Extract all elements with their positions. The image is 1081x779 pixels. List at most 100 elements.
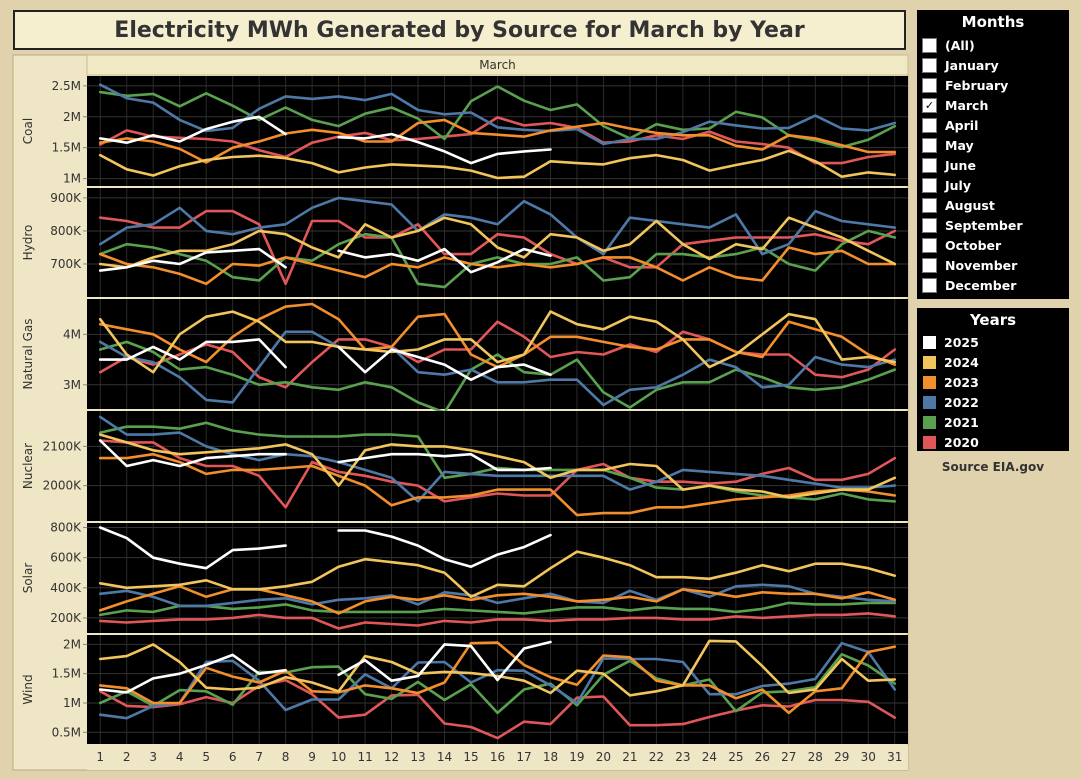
year-color-swatch: [923, 395, 936, 409]
x-tick-label: 29: [834, 750, 849, 764]
series-line-2025: [337, 452, 552, 472]
month-filter-item[interactable]: July: [917, 175, 1069, 195]
y-tick-label: 700K: [50, 257, 82, 271]
series-line-2021: [98, 85, 897, 149]
y-tick-label: 800K: [50, 224, 82, 238]
y-tick-label: 1M: [63, 172, 81, 186]
month-label: (All): [945, 37, 975, 53]
month-filter-item[interactable]: October: [917, 235, 1069, 255]
y-tick-label: 1M: [63, 696, 81, 710]
series-line-2021: [98, 421, 897, 503]
year-legend-item[interactable]: 2024: [917, 352, 1069, 372]
year-legend-item[interactable]: 2023: [917, 372, 1069, 392]
x-tick-label: 25: [728, 750, 743, 764]
series-line-2025: [98, 338, 287, 369]
series-line-2020: [98, 612, 897, 630]
y-tick-label: 600K: [50, 551, 82, 565]
x-tick-label: 12: [384, 750, 399, 764]
month-filter-item[interactable]: (All): [917, 35, 1069, 55]
x-tick-label: 7: [255, 750, 263, 764]
panel-row-label: Coal: [21, 118, 35, 144]
series-line-2024: [98, 550, 897, 599]
series-line-2022: [98, 415, 897, 503]
month-checkbox[interactable]: [922, 217, 937, 233]
month-filter-item[interactable]: May: [917, 135, 1069, 155]
month-checkbox[interactable]: [922, 77, 937, 93]
x-tick-label: 6: [229, 750, 237, 764]
column-header-band: [86, 54, 909, 76]
month-label: June: [945, 157, 976, 173]
series-line-2021: [98, 601, 897, 617]
month-checkbox[interactable]: [922, 237, 937, 253]
series-line-2022: [98, 196, 897, 256]
month-checkbox[interactable]: [922, 157, 937, 173]
years-legend-title: Years: [969, 311, 1017, 329]
series-line-2020: [98, 116, 897, 165]
y-tick-label: 200K: [50, 611, 82, 625]
month-filter-item[interactable]: December: [917, 275, 1069, 295]
series-line-2024: [98, 433, 897, 499]
x-tick-label: 23: [675, 750, 690, 764]
month-checkbox[interactable]: [922, 277, 937, 293]
x-tick-label: 30: [861, 750, 876, 764]
y-tick-label: 2M: [63, 637, 81, 651]
month-label: November: [945, 257, 1018, 273]
series-line-2023: [98, 246, 897, 286]
year-legend-item[interactable]: 2025: [917, 332, 1069, 352]
month-filter-item[interactable]: November: [917, 255, 1069, 275]
series-line-2024: [98, 639, 897, 697]
month-checkbox[interactable]: [922, 197, 937, 213]
x-tick-label: 14: [437, 750, 452, 764]
month-checkbox[interactable]: [922, 117, 937, 133]
month-checkbox[interactable]: [922, 57, 937, 73]
year-legend-item[interactable]: 2020: [917, 432, 1069, 452]
year-legend-item[interactable]: 2022: [917, 392, 1069, 412]
series-line-2021: [98, 652, 897, 715]
month-checkbox[interactable]: [922, 257, 937, 273]
x-tick-label: 10: [331, 750, 346, 764]
year-label: 2025: [944, 334, 979, 350]
month-checkbox[interactable]: [922, 37, 937, 53]
panel-row-label: Hydro: [21, 225, 35, 261]
month-checkbox[interactable]: [922, 137, 937, 153]
month-label: December: [945, 277, 1017, 293]
month-filter-item[interactable]: February: [917, 75, 1069, 95]
series-line-2024: [98, 216, 897, 269]
series-line-2025: [337, 640, 552, 683]
year-label: 2023: [944, 374, 979, 390]
x-tick-label: 15: [463, 750, 478, 764]
month-filter-item[interactable]: August: [917, 195, 1069, 215]
series-line-2025: [98, 653, 287, 694]
y-tick-label: 0.5M: [52, 725, 81, 739]
series-line-2024: [98, 149, 897, 180]
x-tick-label: 18: [543, 750, 558, 764]
year-color-swatch: [923, 375, 936, 389]
month-checkbox[interactable]: ✓: [922, 97, 937, 113]
month-filter-item[interactable]: ✓ March: [917, 95, 1069, 115]
panel-row-label: Natural Gas: [21, 319, 35, 390]
x-tick-label: 27: [781, 750, 796, 764]
month-checkbox[interactable]: [922, 177, 937, 193]
year-label: 2021: [944, 414, 979, 430]
month-filter-item[interactable]: June: [917, 155, 1069, 175]
year-legend-item[interactable]: 2021: [917, 412, 1069, 432]
x-tick-label: 26: [755, 750, 770, 764]
series-line-2025: [98, 115, 287, 144]
panel-row-label: Wind: [21, 674, 35, 704]
year-color-swatch: [923, 335, 936, 349]
month-filter-item[interactable]: January: [917, 55, 1069, 75]
y-tick-label: 400K: [50, 581, 82, 595]
x-tick-label: 1: [96, 750, 104, 764]
y-tick-label: 800K: [50, 521, 82, 535]
series-line-2020: [98, 320, 897, 389]
column-header-label: March: [479, 58, 516, 72]
month-filter-item[interactable]: September: [917, 215, 1069, 235]
month-label: September: [945, 217, 1023, 233]
series-line-2022: [98, 83, 897, 146]
series-line-2023: [98, 452, 897, 517]
series-line-2020: [98, 209, 897, 286]
chart-title: Electricity MWh Generated by Source for …: [13, 10, 906, 50]
month-filter-item[interactable]: April: [917, 115, 1069, 135]
month-label: January: [945, 57, 999, 73]
series-line-2024: [98, 310, 897, 374]
